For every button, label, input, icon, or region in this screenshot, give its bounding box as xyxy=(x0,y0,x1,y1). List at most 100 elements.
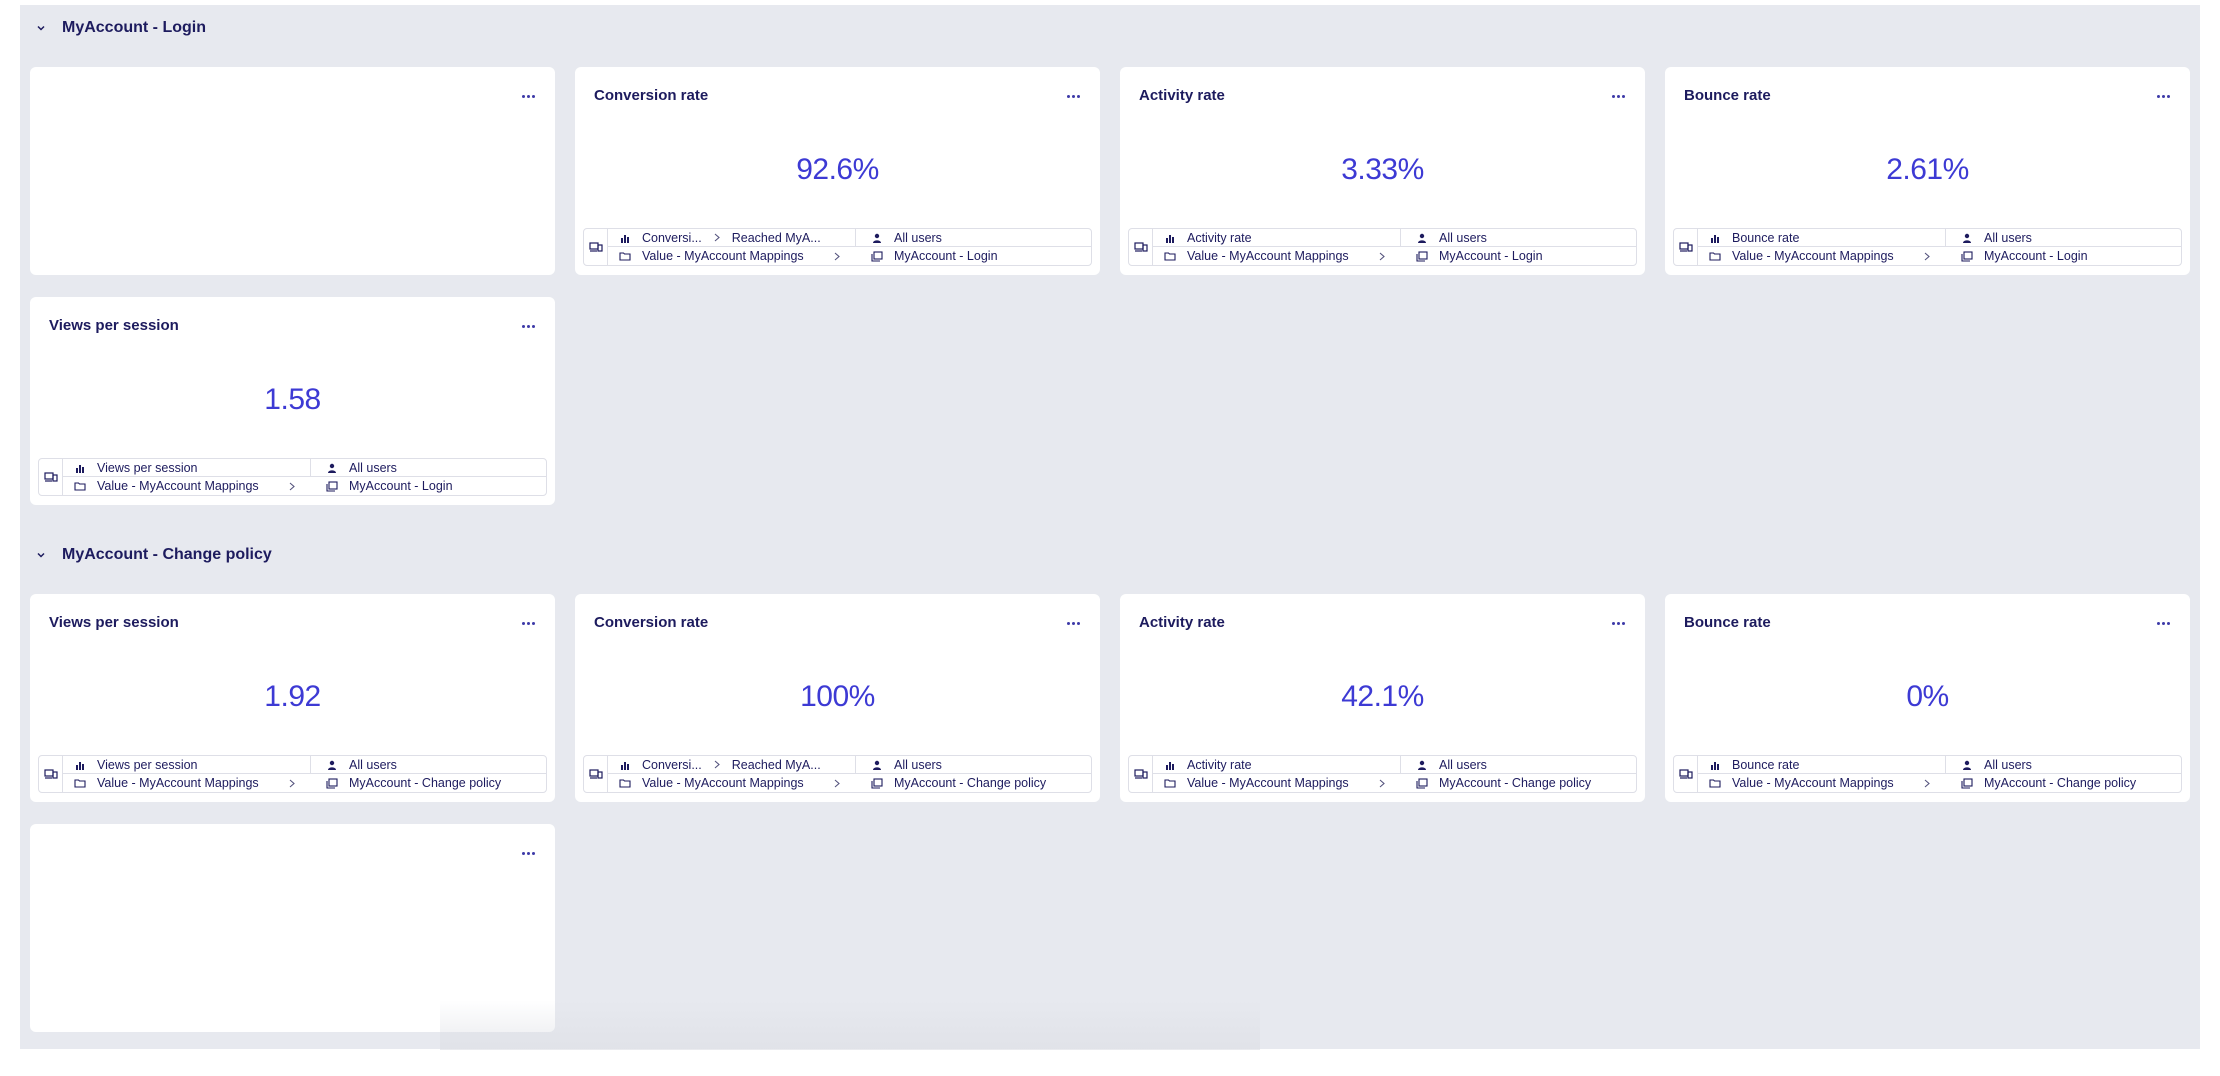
metric-name[interactable]: Views per session xyxy=(97,757,198,772)
segment-name[interactable]: All users xyxy=(349,460,397,475)
folder-name[interactable]: Value - MyAccount Mappings xyxy=(1732,776,1894,790)
card-title: Bounce rate xyxy=(1684,614,1771,631)
section-title: MyAccount - Change policy xyxy=(62,546,272,563)
more-icon[interactable] xyxy=(1060,87,1086,105)
folder-icon xyxy=(73,479,87,493)
more-icon[interactable] xyxy=(515,317,541,335)
metric-step[interactable]: Reached MyA... xyxy=(731,230,821,245)
more-icon[interactable] xyxy=(515,87,541,105)
metric-card[interactable]: Activity rate 42.1% Activity rate All us… xyxy=(1120,594,1645,802)
card-title: Conversion rate xyxy=(594,87,709,104)
page-icon xyxy=(1960,249,1974,263)
user-icon xyxy=(870,758,884,772)
metric-value: 1.58 xyxy=(264,383,321,416)
folder-icon xyxy=(1708,776,1722,790)
card-title: Bounce rate xyxy=(1684,87,1771,104)
more-icon[interactable] xyxy=(515,614,541,632)
metric-value: 3.33% xyxy=(1341,153,1424,186)
page-name[interactable]: MyAccount - Change policy xyxy=(349,776,502,790)
more-icon[interactable] xyxy=(1605,614,1631,632)
more-icon[interactable] xyxy=(1605,87,1631,105)
folder-icon xyxy=(73,776,87,790)
metric-name[interactable]: Conversi... xyxy=(642,230,702,245)
page-name[interactable]: MyAccount - Login xyxy=(894,249,998,263)
folder-name[interactable]: Value - MyAccount Mappings xyxy=(1732,249,1894,263)
metric-name[interactable]: Bounce rate xyxy=(1732,757,1800,772)
segment-name[interactable]: All users xyxy=(1984,230,2032,245)
user-icon xyxy=(325,461,339,475)
folder-name[interactable]: Value - MyAccount Mappings xyxy=(642,776,804,790)
folder-name[interactable]: Value - MyAccount Mappings xyxy=(97,479,259,493)
bar-chart-icon xyxy=(618,758,632,772)
chevron-right-icon xyxy=(1379,252,1385,261)
metric-card[interactable]: Views per session 1.92 Views per session… xyxy=(30,594,555,802)
page-icon xyxy=(1415,249,1429,263)
bar-chart-icon xyxy=(1708,758,1722,772)
user-icon xyxy=(870,231,884,245)
metric-step[interactable]: Reached MyA... xyxy=(731,757,821,772)
folder-name[interactable]: Value - MyAccount Mappings xyxy=(1187,776,1349,790)
more-icon[interactable] xyxy=(2150,614,2176,632)
segment-name[interactable]: All users xyxy=(1984,757,2032,772)
chevron-right-icon xyxy=(714,760,720,769)
section-header-change-policy[interactable]: MyAccount - Change policy xyxy=(20,538,272,572)
chevron-right-icon xyxy=(834,252,840,261)
folder-icon xyxy=(1708,249,1722,263)
user-icon xyxy=(1960,758,1974,772)
metric-name[interactable]: Views per session xyxy=(97,460,198,475)
metric-name[interactable]: Conversi... xyxy=(642,757,702,772)
metric-value: 1.92 xyxy=(264,680,321,713)
bar-chart-icon xyxy=(73,461,87,475)
card-title: Activity rate xyxy=(1139,87,1225,104)
metric-card[interactable]: Bounce rate 0% Bounce rate All users xyxy=(1665,594,2190,802)
chevron-down-icon[interactable] xyxy=(30,544,52,566)
device-icon xyxy=(584,756,608,792)
page-name[interactable]: MyAccount - Login xyxy=(349,479,453,493)
page-name[interactable]: MyAccount - Login xyxy=(1439,249,1543,263)
bar-chart-icon xyxy=(1708,231,1722,245)
segment-name[interactable]: All users xyxy=(894,230,942,245)
metric-name[interactable]: Activity rate xyxy=(1187,230,1252,245)
device-icon xyxy=(1674,229,1698,265)
page-icon xyxy=(1415,776,1429,790)
segment-name[interactable]: All users xyxy=(1439,230,1487,245)
more-icon[interactable] xyxy=(2150,87,2176,105)
page-icon xyxy=(870,776,884,790)
metric-card[interactable]: Activity rate 3.33% Activity rate All us… xyxy=(1120,67,1645,275)
bar-chart-icon xyxy=(618,231,632,245)
segment-name[interactable]: All users xyxy=(1439,757,1487,772)
metric-card[interactable]: Conversion rate 100% Conversi... Reached… xyxy=(575,594,1100,802)
metric-card[interactable]: Conversion rate 92.6% Conversi... Reache… xyxy=(575,67,1100,275)
section-header-login[interactable]: MyAccount - Login xyxy=(20,11,206,45)
page-name[interactable]: MyAccount - Login xyxy=(1984,249,2088,263)
chevron-right-icon xyxy=(1924,779,1930,788)
section-title: MyAccount - Login xyxy=(62,19,206,36)
folder-icon xyxy=(1163,249,1177,263)
segment-name[interactable]: All users xyxy=(894,757,942,772)
segment-name[interactable]: All users xyxy=(349,757,397,772)
folder-name[interactable]: Value - MyAccount Mappings xyxy=(1187,249,1349,263)
page-name[interactable]: MyAccount - Change policy xyxy=(1984,776,2137,790)
page-name[interactable]: MyAccount - Change policy xyxy=(1439,776,1592,790)
chevron-right-icon xyxy=(289,482,295,491)
folder-icon xyxy=(618,249,632,263)
metric-name[interactable]: Activity rate xyxy=(1187,757,1252,772)
folder-name[interactable]: Value - MyAccount Mappings xyxy=(97,776,259,790)
metric-card[interactable]: Views per session 1.58 Views per session… xyxy=(30,297,555,505)
metric-card[interactable]: Bounce rate 2.61% Bounce rate All users xyxy=(1665,67,2190,275)
folder-icon xyxy=(1163,776,1177,790)
chevron-down-icon[interactable] xyxy=(30,17,52,39)
page-icon xyxy=(325,776,339,790)
device-icon xyxy=(1129,756,1153,792)
metric-value: 0% xyxy=(1906,680,1949,713)
page-name[interactable]: MyAccount - Change policy xyxy=(894,776,1047,790)
card-footer: Bounce rate All users Value - MyAccount … xyxy=(1673,755,2182,793)
user-icon xyxy=(1415,758,1429,772)
more-icon[interactable] xyxy=(515,844,541,862)
folder-name[interactable]: Value - MyAccount Mappings xyxy=(642,249,804,263)
chevron-right-icon xyxy=(1924,252,1930,261)
dashboard: MyAccount - Login Conversion rate 92.6% … xyxy=(20,5,2200,1050)
more-icon[interactable] xyxy=(1060,614,1086,632)
page-icon xyxy=(1960,776,1974,790)
metric-name[interactable]: Bounce rate xyxy=(1732,230,1800,245)
